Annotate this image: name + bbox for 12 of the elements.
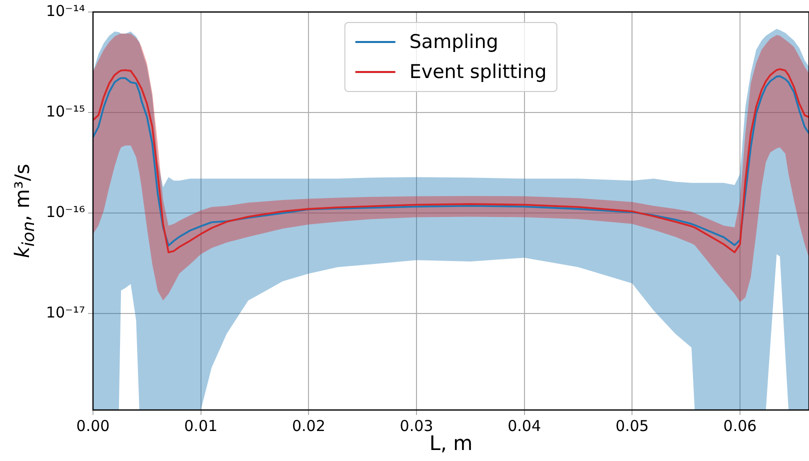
x-tick-label: 0.06	[723, 416, 757, 435]
x-tick-label: 0.04	[508, 416, 542, 435]
y-tick-label: 10⁻¹⁵	[46, 102, 85, 120]
legend-label: Event splitting	[409, 60, 547, 85]
y-tick-label: 10⁻¹⁴	[46, 2, 85, 20]
legend-label: Sampling	[409, 30, 498, 55]
y-tick-label: 10⁻¹⁷	[46, 304, 85, 322]
x-tick-label: 0.00	[76, 416, 110, 435]
x-tick-label: 0.01	[184, 416, 218, 435]
y-tick-label: 10⁻¹⁶	[46, 202, 85, 221]
x-tick-label: 0.05	[615, 416, 649, 435]
x-tick-label: 0.02	[292, 416, 326, 435]
